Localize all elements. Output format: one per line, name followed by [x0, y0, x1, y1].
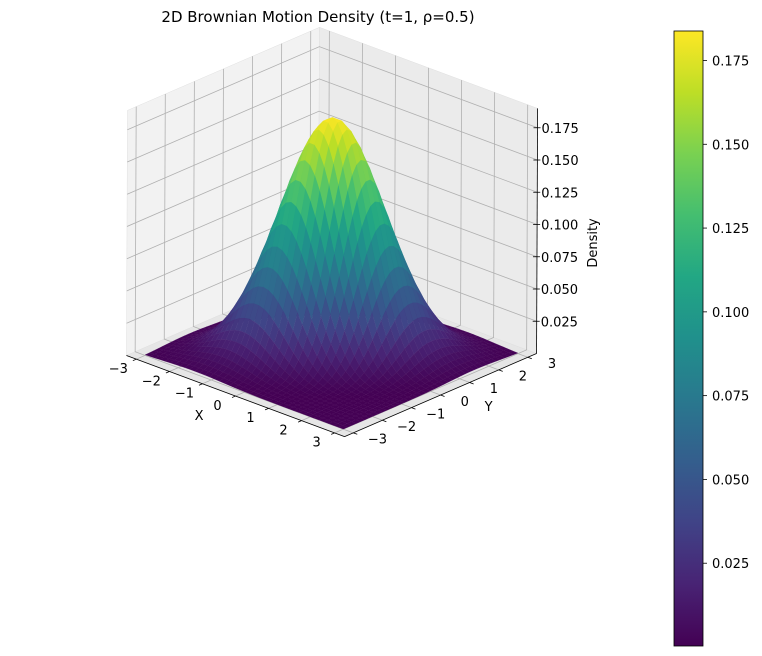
x-tick	[198, 383, 203, 386]
colorbar-tick-label: 0.025	[712, 557, 749, 572]
x-axis-label: X	[195, 409, 204, 424]
x-tick	[165, 371, 170, 374]
x-tick	[297, 420, 302, 423]
colorbar-tick-label: 0.175	[712, 54, 749, 69]
x-tick-label: −2	[142, 374, 161, 389]
y-tick-label: 0	[461, 395, 469, 410]
y-tick	[411, 407, 416, 410]
density-surface	[144, 117, 519, 430]
z-axis-label: Density	[586, 218, 601, 268]
y-tick-label: −2	[397, 420, 416, 435]
y-tick-label: 2	[519, 370, 527, 385]
colorbar-tick-label: 0.150	[712, 138, 749, 153]
z-tick-label: 0.150	[541, 154, 578, 169]
y-tick	[353, 432, 358, 435]
y-tick-label: −1	[426, 407, 445, 422]
colorbar-ticks: 0.025 0.050 0.075 0.100 0.125 0.150 0.175	[703, 54, 749, 572]
3d-axes: −3 −2 −1 0 1 2 3 −3 −2 −1 0 1 2 3 0.025 0.050 0.075 0.100…	[109, 26, 601, 451]
y-axis-label: Y	[484, 400, 493, 415]
x-tick-label: 3	[312, 436, 320, 451]
z-tick-label: 0.025	[541, 315, 578, 330]
x-tick-label: −3	[109, 362, 128, 377]
surface-patch	[337, 425, 349, 430]
grid-line-z	[126, 110, 538, 195]
colorbar-tick-label: 0.050	[712, 473, 749, 488]
colorbar-tick-label: 0.075	[712, 390, 749, 405]
x-tick	[132, 358, 137, 362]
z-tick-label: 0.125	[541, 186, 578, 201]
y-tick-label: 3	[548, 357, 556, 372]
colorbar-tick-label: 0.125	[712, 222, 749, 237]
y-tick	[527, 356, 532, 360]
y-tick	[498, 369, 503, 372]
z-tick-label: 0.075	[541, 251, 578, 266]
axis-ticks: −3 −2 −1 0 1 2 3 −3 −2 −1 0 1 2 3 0.025 0.050 0.075 0.100…	[109, 108, 579, 451]
z-axis-line	[536, 108, 539, 354]
y-tick-label: 1	[490, 382, 498, 397]
y-tick	[440, 394, 445, 397]
x-tick-label: 0	[213, 399, 221, 414]
y-tick	[469, 382, 474, 385]
z-tick-label: 0.050	[541, 283, 578, 298]
x-tick	[264, 407, 269, 411]
x-tick-label: 2	[279, 423, 287, 438]
grid-line-z	[127, 46, 538, 131]
grid-line-z	[127, 78, 538, 163]
x-tick-label: 1	[246, 411, 254, 426]
colorbar-tick-label: 0.100	[712, 306, 749, 321]
chart-title: 2D Brownian Motion Density (t=1, ρ=0.5)	[161, 8, 474, 26]
colorbar: 0.025 0.050 0.075 0.100 0.125 0.150 0.175	[673, 30, 749, 647]
colorbar-gradient	[673, 30, 704, 647]
x-tick-label: −1	[175, 387, 194, 402]
x-tick	[231, 395, 236, 398]
x-tick	[331, 432, 335, 435]
z-tick-label: 0.100	[541, 219, 578, 234]
z-tick-label: 0.175	[542, 122, 579, 137]
y-tick-label: −3	[368, 433, 387, 448]
y-tick	[382, 419, 387, 423]
